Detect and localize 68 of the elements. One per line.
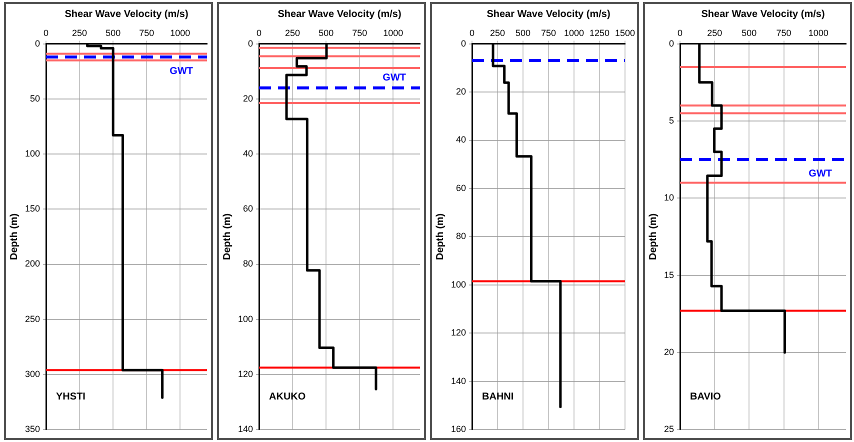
y-tick-label: 120 [450,328,466,338]
x-axis-title: Shear Wave Velocity (m/s) [278,8,402,20]
x-tick-label: 250 [490,28,506,38]
x-tick-label: 500 [318,28,334,38]
y-tick-label: 0 [461,38,466,48]
annotation: BAHNI [482,391,514,402]
y-tick-label: 80 [456,231,466,242]
y-tick-label: 80 [243,258,254,269]
y-axis-title: Depth (m) [8,213,20,260]
y-tick-label: 0 [248,38,254,48]
y-tick-label: 20 [456,86,466,97]
ref-line-label: GWT [170,66,193,77]
annotation: YHSTI [56,391,86,402]
x-tick-label: 0 [470,28,475,38]
x-axis-title: Shear Wave Velocity (m/s) [64,8,188,20]
y-tick-label: 160 [450,424,466,434]
x-tick-label: 500 [106,28,121,38]
y-tick-label: 100 [450,279,466,290]
x-tick-label: 1250 [589,28,610,38]
x-tick-label: 250 [707,28,722,38]
x-tick-label: 0 [678,28,683,38]
x-tick-label: 750 [352,28,368,38]
y-tick-label: 50 [30,93,40,104]
x-tick-label: 250 [285,28,300,38]
y-tick-label: 40 [456,134,466,145]
x-axis-title: Shear Wave Velocity (m/s) [701,8,825,20]
y-tick-label: 300 [24,368,40,379]
x-tick-label: 0 [44,28,49,38]
x-tick-label: 1000 [808,28,828,38]
x-axis-title: Shear Wave Velocity (m/s) [486,8,610,20]
y-tick-label: 60 [243,204,254,214]
x-tick-label: 1000 [170,28,190,38]
y-tick-label: 250 [24,314,40,324]
y-tick-label: 350 [24,424,40,434]
x-tick-label: 750 [540,28,556,38]
y-tick-label: 0 [35,38,40,48]
y-tick-label: 150 [24,204,40,214]
x-tick-label: 1500 [614,28,636,38]
x-tick-label: 250 [72,28,88,38]
y-tick-label: 60 [456,182,466,193]
x-tick-label: 500 [515,28,531,38]
y-tick-label: 200 [24,258,40,269]
x-tick-label: 750 [776,28,792,38]
y-tick-label: 20 [243,93,254,104]
y-tick-label: 40 [243,148,254,159]
y-tick-label: 5 [668,115,674,126]
x-tick-label: 1000 [564,28,584,38]
annotation: BAVIO [690,391,722,402]
x-tick-label: 1000 [383,28,404,38]
annotation: AKUKO [269,391,306,402]
y-tick-label: 20 [664,346,674,357]
y-tick-label: 0 [668,38,674,48]
ref-line-label: GWT [382,72,406,84]
y-tick-label: 140 [450,376,466,386]
y-tick-label: 10 [664,192,674,203]
y-tick-label: 100 [24,148,40,159]
y-tick-label: 140 [238,424,254,434]
y-tick-label: 100 [238,314,254,324]
ref-line-label: GWT [808,168,832,180]
y-tick-label: 15 [664,270,674,280]
y-axis-title: Depth (m) [222,213,233,260]
x-tick-label: 0 [256,28,262,38]
y-axis-title: Depth (m) [648,213,659,260]
y-tick-label: 25 [664,424,674,434]
y-axis-title: Depth (m) [434,213,446,260]
x-tick-label: 500 [742,28,757,38]
x-tick-label: 750 [139,28,154,38]
y-tick-label: 120 [238,368,254,379]
